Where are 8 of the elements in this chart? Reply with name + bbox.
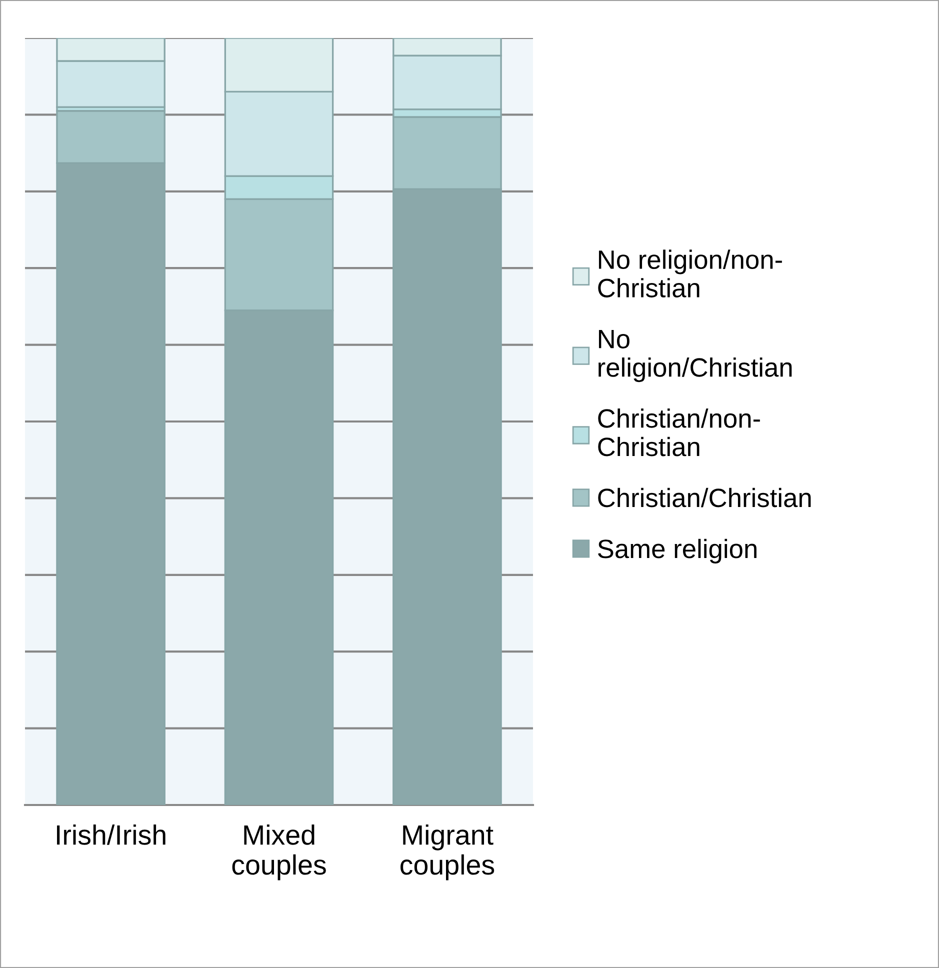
legend-label: No religion/non-Christian xyxy=(598,250,782,298)
x-tick-label: Mixed couples xyxy=(232,824,326,880)
legend-label: Christian/non-Christian xyxy=(598,408,760,456)
x-tick-label: Migrant couples xyxy=(400,824,494,880)
legend-label: Christian/Christian xyxy=(598,488,811,508)
x-tick-label: Irish/Irish xyxy=(57,824,166,845)
legend-label: Same religion xyxy=(598,538,756,564)
legend-label: No religion/Christian xyxy=(598,330,792,382)
